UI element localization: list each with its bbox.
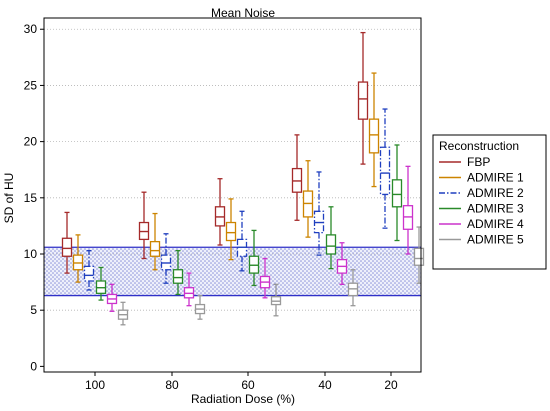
legend-label: ADMIRE 4 [467, 217, 524, 231]
legend-label: ADMIRE 5 [467, 233, 524, 247]
box-admire-4-40 [336, 242, 348, 285]
y-tick-label: 10 [24, 247, 38, 261]
box-admire-4-100 [106, 283, 118, 312]
box-admire-2-60 [236, 210, 248, 272]
box-iqr [357, 81, 369, 120]
box-iqr [83, 265, 95, 282]
y-tick-label: 30 [24, 22, 38, 36]
legend-label: ADMIRE 2 [467, 186, 524, 200]
box-admire-3-100 [95, 266, 107, 301]
x-tick-label: 80 [165, 378, 179, 392]
legend-label: FBP [467, 155, 490, 169]
box-admire-3-20 [391, 144, 403, 242]
box-admire-3-80 [172, 249, 184, 296]
box-admire-1-40 [302, 160, 314, 238]
legend-label: ADMIRE 1 [467, 171, 524, 185]
y-tick-label: 5 [30, 303, 37, 317]
box-iqr [149, 240, 161, 257]
plot-frame [43, 17, 422, 373]
legend-label: ADMIRE 3 [467, 202, 524, 216]
box-admire-2-100 [83, 249, 95, 291]
x-tick-label: 100 [85, 378, 105, 392]
box-iqr [391, 179, 403, 208]
box-admire-1-20 [368, 72, 380, 188]
axes-layer: 0 5 10 15 20 25 30 100 80 60 40 20 [24, 22, 398, 392]
box-fbp-80 [138, 191, 150, 260]
reference-band-fill [44, 247, 421, 296]
box-admire-2-40 [313, 171, 325, 256]
y-axis-title: SD of HU [2, 173, 16, 224]
box-admire-1-60 [225, 198, 237, 261]
box-admire-4-60 [259, 257, 271, 299]
box-admire-1-80 [149, 212, 161, 271]
box-fbp-40 [291, 134, 303, 221]
y-tick-label: 25 [24, 78, 38, 92]
boxes-layer [61, 31, 425, 326]
box-iqr [225, 221, 237, 242]
box-admire-4-20 [402, 165, 414, 255]
box-admire-5-60 [270, 283, 282, 317]
reference-band-layer [44, 246, 421, 297]
box-iqr [368, 118, 380, 154]
box-admire-4-80 [183, 272, 195, 307]
box-iqr [379, 146, 391, 196]
y-tick-label: 15 [24, 191, 38, 205]
box-admire-5-100 [117, 301, 129, 326]
box-fbp-20 [357, 31, 369, 165]
box-admire-5-80 [194, 294, 206, 320]
x-tick-label: 20 [384, 378, 398, 392]
box-iqr [172, 269, 184, 284]
box-iqr [325, 234, 337, 255]
box-admire-1-100 [72, 234, 84, 283]
box-iqr [61, 237, 73, 257]
box-fbp-60 [214, 178, 226, 246]
x-tick-label: 60 [241, 378, 255, 392]
box-iqr [413, 247, 425, 266]
y-tick-label: 0 [30, 359, 37, 373]
box-admire-3-60 [248, 229, 260, 287]
box-fbp-100 [61, 211, 73, 274]
legend-frame [432, 134, 547, 270]
legend-title: Reconstruction [439, 139, 519, 153]
x-tick-label: 40 [318, 378, 332, 392]
box-admire-5-40 [347, 269, 359, 307]
chart-title: Mean Noise [211, 6, 275, 20]
y-tick-label: 20 [24, 135, 38, 149]
box-admire-3-40 [325, 206, 337, 270]
x-axis-title: Radiation Dose (%) [191, 392, 295, 406]
box-admire-2-80 [160, 233, 172, 284]
box-admire-2-20 [379, 108, 391, 229]
